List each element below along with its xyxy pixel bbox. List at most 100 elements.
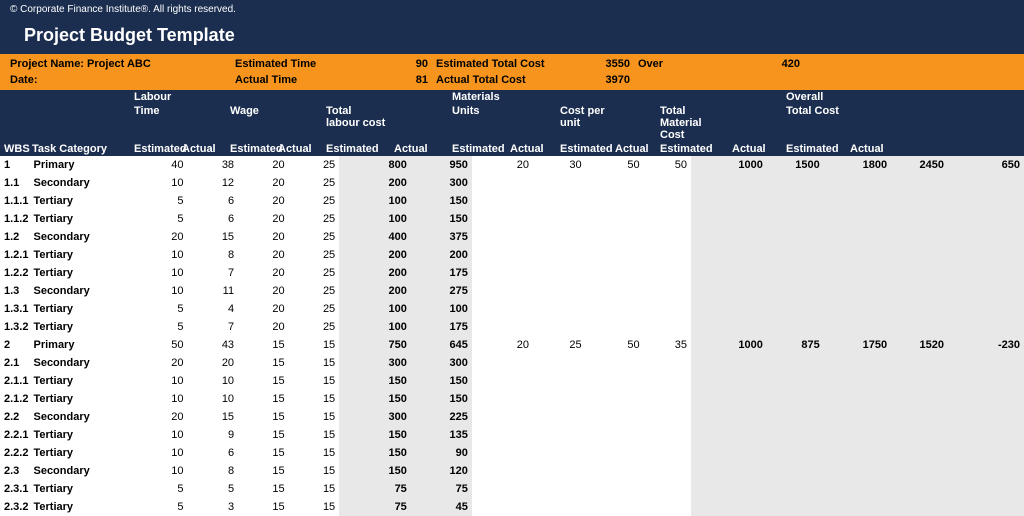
cell-task: Secondary: [29, 174, 136, 192]
cell-wbs: 1.2.1: [0, 246, 29, 264]
cell-time-est: 10: [137, 264, 188, 282]
cell-labour-est: 800: [339, 156, 411, 174]
cell-wbs: 2.2.2: [0, 444, 29, 462]
header-task-category: Task Category: [28, 142, 130, 156]
summary-row-1: Project Name: Project ABC Estimated Time…: [6, 56, 1018, 72]
cell-material-act: [767, 282, 824, 300]
cell-wage-act: 15: [289, 372, 340, 390]
table-row: 2.3.1Tertiary5515157575: [0, 480, 1024, 498]
cell-labour-est: 100: [339, 318, 411, 336]
cell-labour-est: 150: [339, 426, 411, 444]
header-cpu-act: Actual: [611, 142, 656, 156]
table-row: 1.1.1Tertiary562025100150: [0, 192, 1024, 210]
cell-time-act: 15: [188, 408, 239, 426]
cell-units-act: [533, 498, 586, 516]
cell-task: Tertiary: [29, 264, 136, 282]
header-time: Time: [130, 104, 178, 142]
cell-cpu-act: [644, 498, 691, 516]
cell-variance: [948, 408, 1024, 426]
cell-wage-est: 15: [238, 462, 289, 480]
copyright-text: © Corporate Finance Institute®. All righ…: [0, 0, 1024, 19]
cell-wbs: 2.1.1: [0, 372, 29, 390]
cell-wage-act: 25: [289, 156, 340, 174]
cell-cpu-act: [644, 408, 691, 426]
cell-time-est: 10: [137, 282, 188, 300]
header-labour-act: Actual: [390, 142, 448, 156]
cell-overall-act: [891, 210, 948, 228]
cell-wage-act: 15: [289, 336, 340, 354]
cell-wage-est: 15: [238, 426, 289, 444]
cell-variance: [948, 228, 1024, 246]
cell-material-est: [691, 192, 767, 210]
cell-material-est: [691, 390, 767, 408]
cell-material-act: [767, 264, 824, 282]
cell-units-act: [533, 408, 586, 426]
cell-cpu-est: [586, 174, 644, 192]
header-wbs: WBS: [0, 142, 28, 156]
cell-variance: [948, 246, 1024, 264]
cell-units-act: 25: [533, 336, 586, 354]
cell-units-est: [472, 372, 533, 390]
cell-labour-act: 175: [411, 264, 472, 282]
cell-labour-act: 150: [411, 372, 472, 390]
cell-overall-est: [824, 192, 891, 210]
cell-cpu-act: [644, 354, 691, 372]
cell-wage-act: 25: [289, 210, 340, 228]
header-overall-act: Actual: [846, 142, 900, 156]
cell-time-act: 9: [188, 426, 239, 444]
cell-overall-act: [891, 228, 948, 246]
cell-task: Tertiary: [29, 318, 136, 336]
cell-labour-est: 150: [339, 390, 411, 408]
project-name-label: Project Name:: [10, 58, 84, 70]
cell-time-act: 43: [188, 336, 239, 354]
cell-material-act: [767, 300, 824, 318]
cell-cpu-est: [586, 264, 644, 282]
cell-time-est: 10: [137, 246, 188, 264]
cell-material-est: [691, 462, 767, 480]
cell-overall-est: 1800: [824, 156, 891, 174]
cell-cpu-est: [586, 192, 644, 210]
cell-labour-est: 750: [339, 336, 411, 354]
cell-overall-est: [824, 210, 891, 228]
cell-cpu-est: [586, 318, 644, 336]
cell-labour-est: 150: [339, 462, 411, 480]
cell-units-est: [472, 282, 533, 300]
cell-cpu-est: 50: [586, 156, 644, 174]
cell-cpu-act: [644, 228, 691, 246]
header-material-est: Estimated: [656, 142, 728, 156]
cell-material-act: [767, 246, 824, 264]
cell-wage-est: 15: [238, 372, 289, 390]
cell-units-act: [533, 174, 586, 192]
cell-cpu-act: 50: [644, 156, 691, 174]
cell-cpu-act: [644, 174, 691, 192]
est-total-cost-value: 3550: [582, 56, 634, 72]
cell-labour-est: 100: [339, 300, 411, 318]
cell-wage-est: 20: [238, 282, 289, 300]
cell-wage-est: 20: [238, 210, 289, 228]
cell-time-est: 5: [137, 300, 188, 318]
cell-overall-est: [824, 444, 891, 462]
act-total-cost-label: Actual Total Cost: [432, 72, 582, 88]
cell-variance: [948, 480, 1024, 498]
cell-labour-est: 200: [339, 264, 411, 282]
cell-cpu-est: [586, 444, 644, 462]
cell-wage-est: 20: [238, 228, 289, 246]
table-row: 2.2.1Tertiary1091515150135: [0, 426, 1024, 444]
cell-labour-act: 275: [411, 282, 472, 300]
cell-cpu-est: [586, 480, 644, 498]
cell-variance: [948, 318, 1024, 336]
cell-time-act: 6: [188, 210, 239, 228]
header-cost-per-unit: Cost per unit: [556, 104, 611, 142]
cell-cpu-est: [586, 426, 644, 444]
cell-overall-est: [824, 462, 891, 480]
cell-units-est: [472, 444, 533, 462]
cell-material-est: [691, 408, 767, 426]
cell-time-act: 5: [188, 480, 239, 498]
cell-wage-est: 20: [238, 192, 289, 210]
header-time-est: Estimated: [130, 142, 178, 156]
cell-wage-act: 15: [289, 462, 340, 480]
cell-material-act: 1500: [767, 156, 824, 174]
header-materials-group: Materials: [448, 90, 506, 104]
cell-wbs: 1.3: [0, 282, 29, 300]
est-time-label: Estimated Time: [231, 56, 366, 72]
